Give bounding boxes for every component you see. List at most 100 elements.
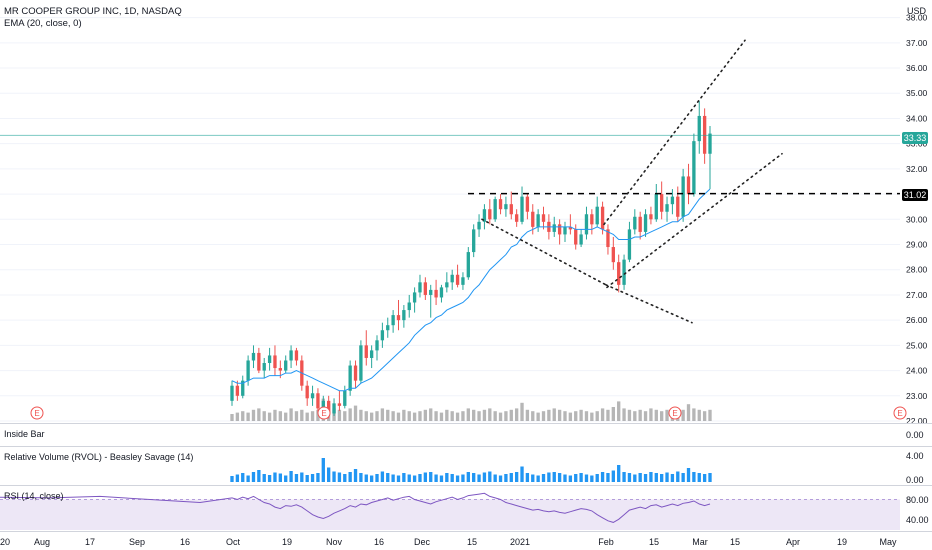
candle-body (659, 194, 664, 212)
rvol-bar (477, 474, 481, 482)
candle-body (568, 226, 573, 230)
rvol-bar (493, 474, 497, 482)
candle-body (348, 365, 352, 391)
candle-body (692, 141, 696, 195)
candle-body (514, 214, 519, 222)
volume-bar (611, 407, 615, 421)
volume-bar (643, 411, 648, 421)
rvol-bar (514, 472, 519, 482)
volume-bar (278, 411, 283, 421)
y-tick-label: 30.00 (906, 214, 928, 224)
volume-bar (429, 408, 433, 421)
candle-body (504, 204, 508, 210)
volume-bar (246, 412, 250, 421)
y-tick-label: 35.00 (906, 88, 928, 98)
rvol-bar (531, 474, 535, 482)
rvol-bar (498, 475, 503, 482)
candle-body (633, 216, 637, 230)
candle-body (472, 229, 476, 253)
x-tick-label: Oct (226, 537, 241, 547)
volume-bar (649, 408, 653, 421)
candle-body (364, 345, 368, 358)
rvol-bar (257, 470, 261, 482)
rvol-bar (557, 473, 562, 482)
candle-body (509, 204, 513, 215)
volume-bar (488, 408, 492, 421)
candle-body (676, 196, 680, 217)
volume-bar (574, 411, 578, 421)
trendline-wedge-upper (481, 218, 607, 286)
volume-bar (477, 411, 481, 421)
pane-separator (0, 485, 932, 486)
rvol-bar (289, 471, 293, 482)
volume-bar (364, 411, 368, 421)
volume-bar (450, 411, 454, 421)
volume-bar (418, 411, 422, 421)
candle-body (606, 229, 610, 248)
rvol-bar (273, 472, 277, 482)
candle-body (665, 204, 669, 212)
candle-body (520, 196, 524, 222)
candle-body (353, 365, 358, 381)
rvol-bar (235, 474, 240, 482)
rsi-band (0, 499, 900, 530)
volume-bar (284, 412, 288, 421)
volume-bar (692, 408, 696, 421)
candle-body (396, 315, 401, 321)
volume-bar (520, 402, 524, 421)
last-price-tag: 33.33 (902, 132, 928, 144)
volume-bar (407, 411, 411, 421)
rvol-tick-low: 0.00 (906, 475, 924, 485)
y-tick-label: 25.00 (906, 340, 928, 350)
candle-body (412, 292, 417, 303)
y-tick-label: 26.00 (906, 315, 928, 325)
candle-body (305, 385, 309, 399)
candle-body (369, 350, 374, 358)
volume-bar (455, 412, 460, 421)
rvol-bar (434, 474, 438, 482)
rvol-bar (670, 474, 675, 482)
rvol-bar (692, 472, 696, 482)
volume-bar (359, 409, 363, 421)
candle-body (686, 176, 691, 195)
candle-body (488, 209, 492, 220)
volume-bar (380, 408, 385, 421)
volume-bar (525, 409, 530, 421)
rvol-bar (579, 473, 583, 482)
candle-body (595, 206, 599, 225)
candle-body (375, 340, 379, 351)
volume-bar (665, 409, 669, 421)
rvol-bar (643, 474, 648, 482)
rvol-bar (418, 474, 422, 482)
earnings-marker (668, 406, 682, 420)
rvol-bar (482, 472, 487, 482)
earnings-marker (893, 406, 907, 420)
candle-body (531, 211, 535, 227)
rvol-bar (611, 470, 615, 482)
volume-bar (600, 408, 605, 421)
pane-separator (0, 531, 932, 532)
candle-body (407, 302, 411, 311)
rvol-bar (353, 469, 358, 482)
earnings-marker-label: E (321, 409, 326, 418)
x-tick-label: 15 (467, 537, 477, 547)
rvol-bar (466, 472, 470, 482)
volume-bar (230, 414, 234, 421)
volume-bar (638, 409, 642, 421)
volume-bar (498, 412, 503, 421)
ema-legend: EMA (20, close, 0) (4, 18, 82, 29)
rvol-bar (509, 473, 513, 482)
volume-bar (300, 409, 304, 421)
level-price-tag: 31.02 (902, 189, 928, 201)
rsi-line (0, 492, 711, 523)
rvol-bar (396, 475, 401, 482)
volume-bar (579, 409, 583, 421)
candle-body (622, 259, 626, 285)
rvol-bar (246, 475, 250, 482)
volume-bar (536, 412, 540, 421)
x-tick-label: Aug (34, 537, 50, 547)
y-tick-label: 28.00 (906, 265, 928, 275)
y-tick-label: 38.00 (906, 13, 928, 23)
